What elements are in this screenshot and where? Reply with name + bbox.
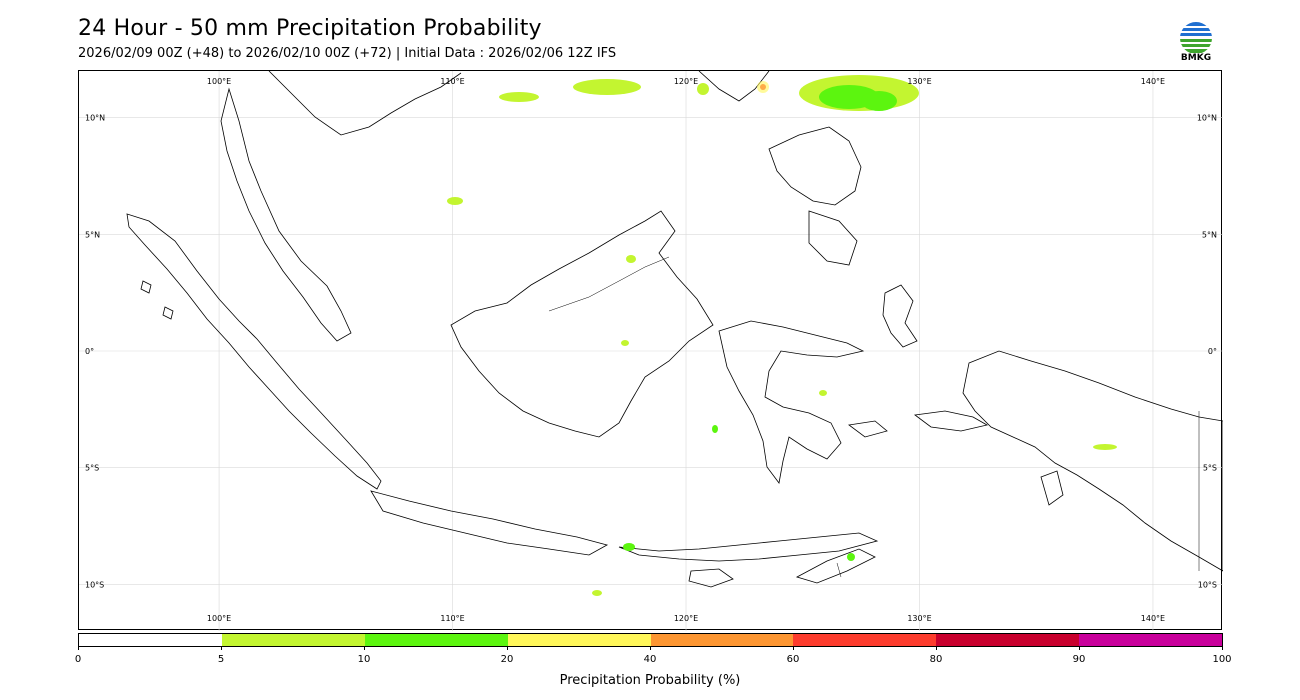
colorbar-tick-label: 5	[217, 654, 225, 665]
coast-new-guinea	[962, 350, 1223, 572]
lat-label-left: 0°	[85, 347, 94, 356]
chart-title: 24 Hour - 50 mm Precipitation Probabilit…	[78, 16, 542, 41]
precip-patch	[861, 91, 897, 111]
lon-label-bottom: 140°E	[1141, 614, 1165, 623]
lat-label-left: 10°S	[85, 580, 104, 589]
colorbar-tick	[936, 646, 937, 650]
precip-patch	[499, 92, 539, 102]
precip-patch	[712, 425, 718, 433]
colorbar-segment	[79, 634, 222, 646]
colorbar-tick	[1222, 646, 1223, 650]
colorbar-tick-label: 60	[786, 654, 800, 665]
colorbar-tick-label: 0	[74, 654, 82, 665]
precip-patch	[1093, 444, 1117, 450]
map-canvas: 100°E 100°E 110°E 110°E 120°E 120°E 130°E 130°E…	[79, 71, 1223, 631]
border-timor	[836, 562, 842, 578]
colorbar-tick	[507, 646, 508, 650]
precip-patch	[626, 255, 636, 263]
precip-patch	[819, 390, 827, 396]
coast-sulawesi	[718, 320, 865, 484]
lat-label-right: 5°N	[1202, 230, 1217, 239]
lat-label-right: 10°N	[1197, 114, 1217, 123]
colorbar-tick-label: 10	[357, 654, 371, 665]
colorbar	[78, 633, 1223, 647]
graticule	[79, 71, 1223, 631]
coast-java	[370, 490, 609, 556]
colorbar-segment	[364, 634, 508, 646]
coast-buru	[847, 420, 888, 438]
lat-label-left: 5°N	[85, 230, 100, 239]
colorbar-tick	[221, 646, 222, 650]
coastlines	[126, 71, 1223, 588]
colorbar-tick-label: 90	[1072, 654, 1086, 665]
lat-label-right: 10°S	[1198, 580, 1217, 589]
lat-label-left: 10°N	[85, 114, 105, 123]
precip-patch	[847, 553, 855, 561]
lon-label-top: 130°E	[907, 77, 931, 86]
colorbar-title: Precipitation Probability (%)	[559, 673, 741, 688]
bmkg-logo-icon	[1180, 22, 1212, 53]
lat-label-left: 5°S	[85, 464, 99, 473]
lon-label-top: 110°E	[440, 77, 464, 86]
logo-text: BMKG	[1180, 53, 1212, 63]
precip-patch	[623, 543, 635, 551]
colorbar-tick-label: 80	[929, 654, 943, 665]
coast-mindanao	[768, 126, 862, 206]
border-borneo	[548, 256, 670, 312]
coast-borneo	[450, 210, 714, 438]
colorbar-segment	[1079, 634, 1222, 646]
coast-indochina	[268, 71, 462, 136]
colorbar-tick	[364, 646, 365, 650]
precip-patch	[621, 340, 629, 346]
lon-label-bottom: 120°E	[674, 614, 698, 623]
lon-label-bottom: 100°E	[207, 614, 231, 623]
map-frame: 100°E 100°E 110°E 110°E 120°E 120°E 130°E 130°E…	[78, 70, 1223, 631]
coast-sumatra	[126, 213, 382, 490]
colorbar-segment	[936, 634, 1080, 646]
colorbar-tick	[793, 646, 794, 650]
precip-patch	[573, 79, 641, 95]
borders	[548, 256, 1200, 578]
precip-patch	[447, 197, 463, 205]
precip-patch	[592, 590, 602, 596]
graticule-labels: 100°E 100°E 110°E 110°E 120°E 120°E 130°E 130°E…	[85, 77, 1217, 623]
coast-nusa-tenggara	[618, 532, 879, 562]
colorbar-tick-label: 100	[1212, 654, 1232, 665]
coast-sumba	[688, 568, 734, 588]
colorbar-segment	[221, 634, 365, 646]
lon-label-bottom: 130°E	[907, 614, 931, 623]
lon-label-top: 140°E	[1141, 77, 1165, 86]
chart-subtitle: 2026/02/09 00Z (+48) to 2026/02/10 00Z (…	[78, 46, 617, 61]
colorbar-tick-label: 40	[643, 654, 657, 665]
colorbar-segment	[507, 634, 651, 646]
lat-label-right: 0°	[1208, 347, 1217, 356]
lon-label-top: 100°E	[207, 77, 231, 86]
lat-label-right: 5°S	[1203, 464, 1217, 473]
coast-mindanao-south	[808, 210, 858, 266]
precip-patches	[447, 75, 1117, 596]
coast-halmahera	[882, 284, 918, 348]
coast-aru	[1040, 470, 1064, 506]
colorbar-tick	[650, 646, 651, 650]
colorbar-tick-label: 20	[500, 654, 514, 665]
coast-malay-peninsula	[220, 87, 352, 342]
colorbar-segment	[650, 634, 794, 646]
coast-seram	[913, 410, 989, 432]
lon-label-top: 120°E	[674, 77, 698, 86]
precip-patch	[697, 83, 709, 95]
coast-timor	[795, 548, 876, 584]
coast-small-islands	[140, 280, 174, 320]
colorbar-tick	[78, 646, 79, 650]
colorbar-segment	[793, 634, 937, 646]
lon-label-bottom: 110°E	[440, 614, 464, 623]
precip-patch	[757, 81, 769, 93]
colorbar-tick	[1079, 646, 1080, 650]
